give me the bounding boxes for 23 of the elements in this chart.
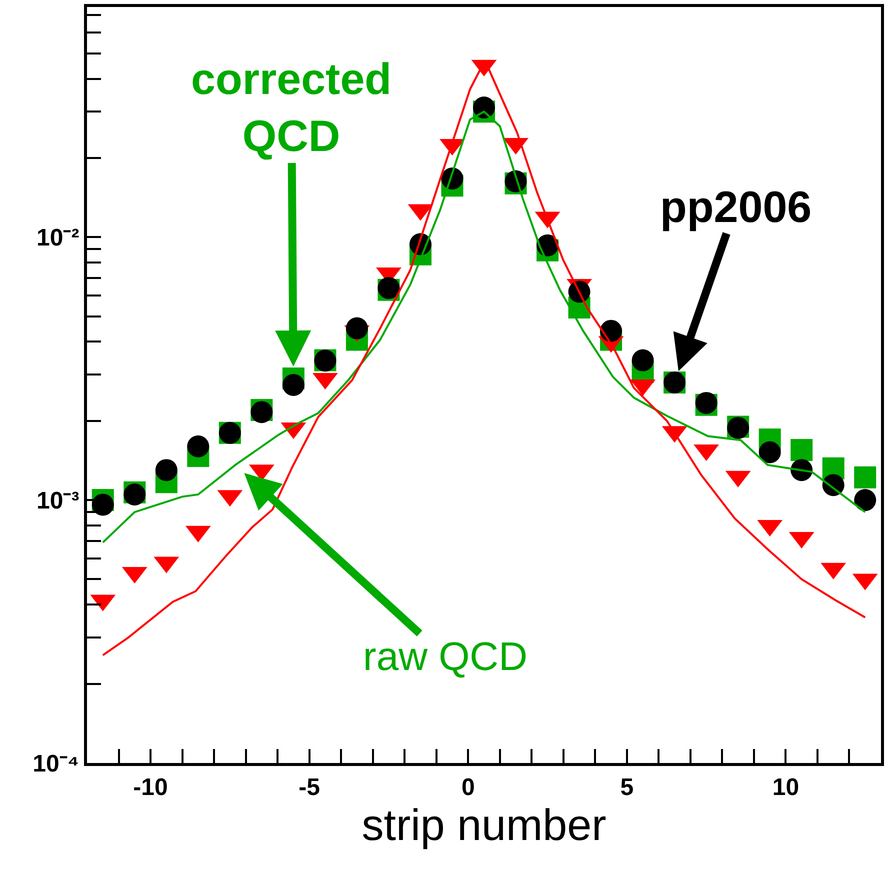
text: raw QCD [363,635,528,679]
text: pp2006 [660,183,812,232]
x-tick-label: -10 [133,774,168,801]
series-label: corrected QCD [191,55,392,162]
point [758,441,781,464]
x-tick-label: 5 [620,774,634,801]
point [187,435,210,458]
y-tick-label: 10⁻² [36,224,80,252]
point [854,466,876,488]
point [600,320,622,342]
y-tick-label: 10⁻³ [36,487,80,514]
point [92,494,114,516]
y-tick-label: 10⁻⁴ [32,750,80,778]
x-tick-label: 0 [461,774,475,801]
point [282,374,304,396]
point [473,96,495,119]
x-tick-label: -5 [298,774,320,801]
x-axis-title: strip number [362,801,606,850]
point [632,349,654,372]
point [854,489,876,512]
point [155,459,178,482]
point [790,439,813,461]
x-tick-label: 10 [772,774,800,801]
